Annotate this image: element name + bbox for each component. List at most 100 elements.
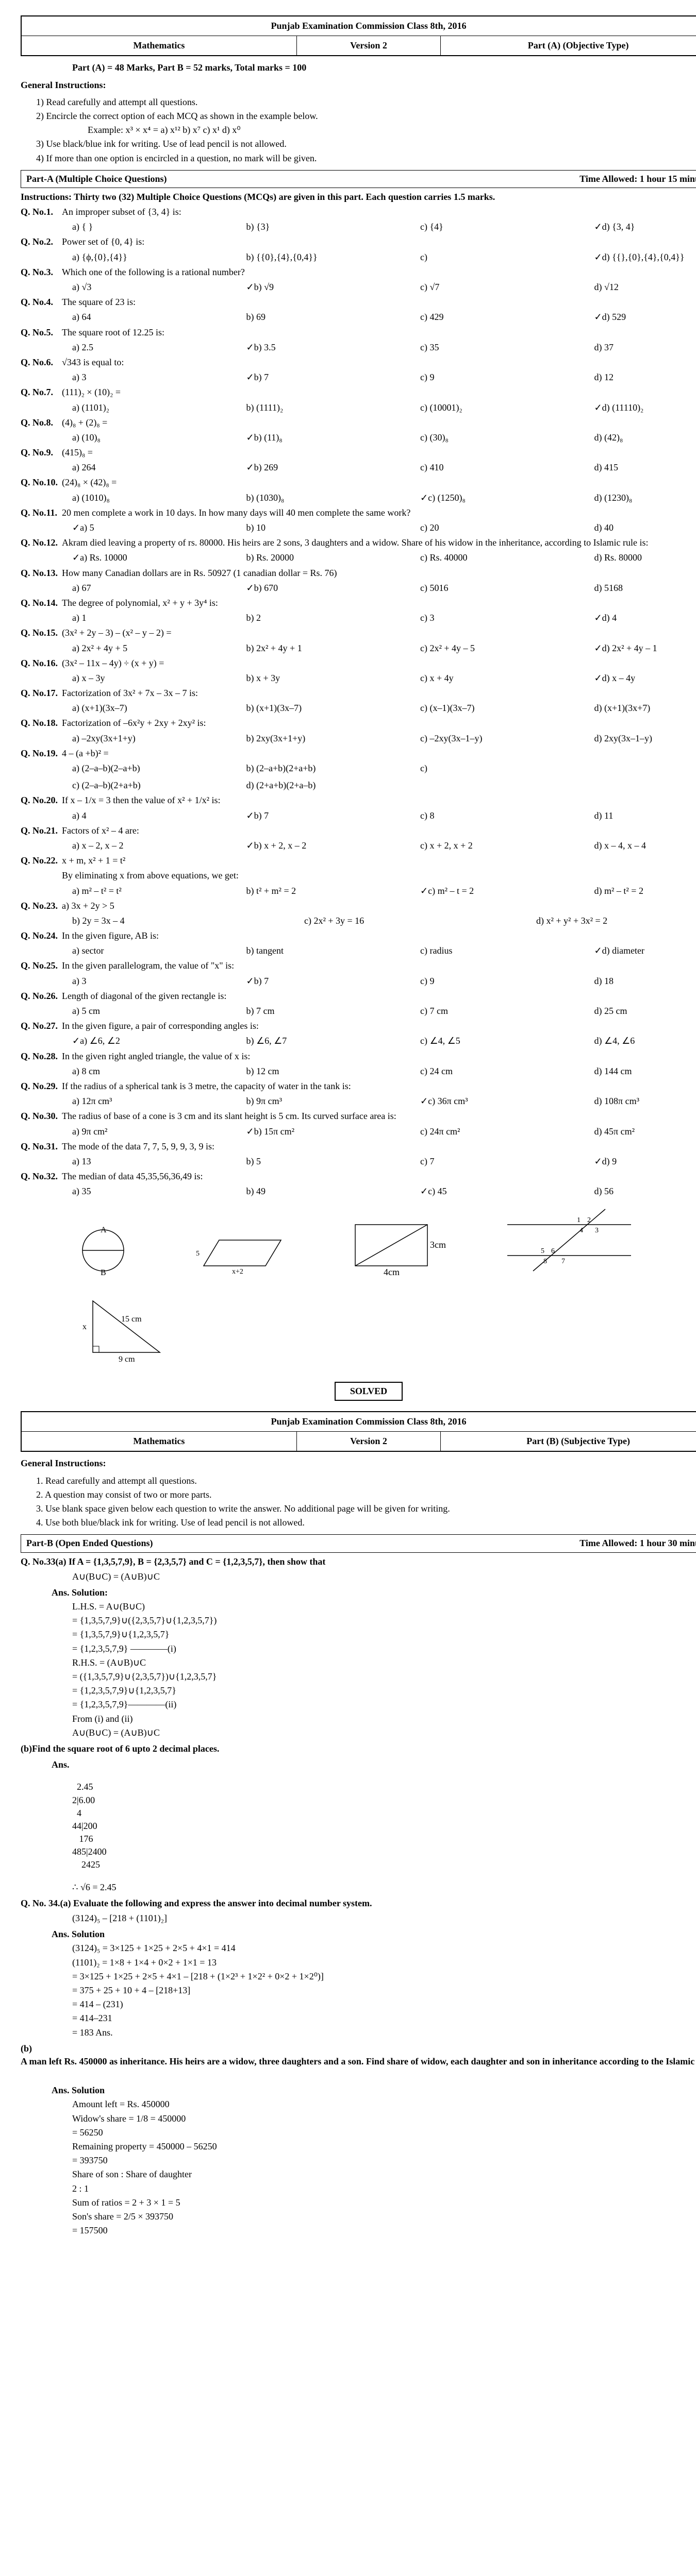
mcq: Q. No.5.The square root of 12.25 is: [21, 326, 696, 339]
options: a) 13b) 5c) 7✓d) 9 [72, 1155, 696, 1168]
options: a) 264✓b) 269c) 410d) 415 [72, 461, 696, 474]
sqrt-work: 2.45 2|6.00 4 44|200 176 485|2400 2425 [72, 1781, 696, 1871]
mcq: Q. No.19.4 – (a +b)² = [21, 747, 696, 760]
mcq: Q. No.27.In the given figure, a pair of … [21, 1020, 696, 1032]
gen-inst-title: General Instructions: [21, 79, 696, 92]
exam-header: Punjab Examination Commission Class 8th,… [21, 15, 696, 56]
options: a) (2–a–b)(2–a+b)b) (2–a+b)(2+a+b)c) [72, 762, 696, 775]
solved-label: SOLVED [335, 1382, 403, 1401]
marks-line: Part (A) = 48 Marks, Part B = 52 marks, … [72, 61, 696, 74]
rectangle-figure: 3cm 4cm [345, 1214, 448, 1276]
options: a) sectorb) tangentc) radius✓d) diameter [72, 944, 696, 957]
mcq: Q. No.25.In the given parallelogram, the… [21, 959, 696, 972]
mcq: Q. No.1.An improper subset of {3, 4} is: [21, 206, 696, 218]
svg-text:4cm: 4cm [384, 1267, 400, 1276]
options: ✓a) 5b) 10c) 20d) 40 [72, 521, 696, 534]
svg-text:5: 5 [541, 1247, 544, 1255]
mcq: Q. No.4.The square of 23 is: [21, 296, 696, 309]
instructions-list: 1) Read carefully and attempt all questi… [36, 96, 696, 165]
mcq: By eliminating x from above equations, w… [21, 869, 696, 882]
mcq: Q. No.22.x + m, x² + 1 = t² [21, 854, 696, 867]
inst-4: 4) If more than one option is encircled … [36, 152, 696, 165]
options: a) 8 cmb) 12 cmc) 24 cmd) 144 cm [72, 1065, 696, 1078]
mcq: Q. No.11.20 men complete a work in 10 da… [21, 506, 696, 519]
options: a) 9π cm²✓b) 15π cm²c) 24π cm²d) 45π cm² [72, 1125, 696, 1138]
mcq: Q. No.32.The median of data 45,35,56,36,… [21, 1170, 696, 1183]
q34b: (b) A man left Rs. 450000 as inheritance… [21, 2042, 696, 2081]
svg-text:6: 6 [551, 1247, 555, 1255]
instructions-b: 1. Read carefully and attempt all questi… [36, 1475, 696, 1530]
svg-text:8: 8 [543, 1258, 547, 1265]
svg-text:3: 3 [595, 1227, 599, 1234]
svg-text:x+2: x+2 [232, 1268, 243, 1276]
svg-text:A: A [101, 1226, 107, 1234]
mcq: Q. No.24.In the given figure, AB is: [21, 929, 696, 942]
inst-3: 3) Use black/blue ink for writing. Use o… [36, 138, 696, 150]
options: a) 64b) 69c) 429✓d) 529 [72, 311, 696, 324]
example: Example: x³ × x⁴ = a) x¹² b) x⁷ c) x¹ d)… [88, 124, 696, 137]
q34a: Q. No. 34.(a) Evaluate the following and… [21, 1897, 696, 1910]
options: a) √3✓b) √9c) √7d) √12 [72, 281, 696, 294]
mcq: Q. No.3.Which one of the following is a … [21, 266, 696, 279]
mcq: Q. No.2.Power set of {0, 4} is: [21, 235, 696, 248]
svg-text:4: 4 [579, 1227, 583, 1234]
options: a) 2x² + 4y + 5b) 2x² + 4y + 1c) 2x² + 4… [72, 642, 696, 655]
options: a) 3✓b) 7c) 9d) 18 [72, 975, 696, 988]
mcq: Q. No.28.In the given right angled trian… [21, 1050, 696, 1063]
mcq: Q. No.18.Factorization of –6x²y + 2xy + … [21, 717, 696, 730]
part-b-header: Part-B (Open Ended Questions) Time Allow… [21, 1534, 696, 1552]
part-a-label: Part (A) (Objective Type) [441, 36, 696, 55]
options: a) x – 2, x – 2✓b) x + 2, x – 2c) x + 2,… [72, 839, 696, 852]
options: c) (2–a–b)(2+a+b)d) (2+a+b)(2+a–b) [72, 779, 696, 792]
options: a) {ϕ,{0},{4}}b) {{0},{4},{0,4}}c)✓d) {{… [72, 251, 696, 264]
options: a) (x+1)(3x–7)b) (x+1)(3x–7)c) (x–1)(3x–… [72, 702, 696, 715]
mcq: Q. No.9.(415)₈ = [21, 446, 696, 459]
svg-text:5: 5 [196, 1250, 200, 1258]
mcq: Q. No.29.If the radius of a spherical ta… [21, 1080, 696, 1093]
options: ✓a) ∠6, ∠2b) ∠6, ∠7c) ∠4, ∠5d) ∠4, ∠6 [72, 1035, 696, 1047]
mcq: Q. No.31.The mode of the data 7, 7, 5, 9… [21, 1140, 696, 1153]
options: a) 12π cm³b) 9π cm³✓c) 36π cm³d) 108π cm… [72, 1095, 696, 1108]
inst-2: 2) Encircle the correct option of each M… [36, 110, 696, 123]
angles-figure: 23 41 67 85 [502, 1204, 636, 1276]
mcq: Q. No.8.(4)₈ + (2)₈ = [21, 416, 696, 429]
svg-text:3cm: 3cm [430, 1240, 446, 1250]
options: b) 2y = 3x – 4c) 2x² + 3y = 16d) x² + y²… [72, 914, 696, 927]
svg-text:x: x [82, 1323, 87, 1331]
triangle-figure: 15 cm 9 cm x [72, 1291, 175, 1363]
options: a) 35b) 49✓c) 45d) 56 [72, 1185, 696, 1198]
options: a) 67✓b) 670c) 5016d) 5168 [72, 582, 696, 595]
q33a: Q. No.33(a) If A = {1,3,5,7,9}, B = {2,3… [21, 1555, 696, 1568]
options: a) (1010)₈b) (1030)₈✓c) (1250)₈d) (1230)… [72, 492, 696, 504]
mcq: Q. No.30.The radius of base of a cone is… [21, 1110, 696, 1123]
options: a) 4✓b) 7c) 8d) 11 [72, 809, 696, 822]
options: a) 2.5✓b) 3.5c) 35d) 37 [72, 341, 696, 354]
inst-1: 1) Read carefully and attempt all questi… [36, 96, 696, 109]
mcq: Q. No.14.The degree of polynomial, x² + … [21, 597, 696, 609]
mcq: Q. No.7.(111)₂ × (10)₂ = [21, 386, 696, 399]
mcq: Q. No.10.(24)₈ × (42)₈ = [21, 476, 696, 489]
options: a) m² – t² = t²b) t² + m² = 2✓c) m² – t … [72, 885, 696, 897]
svg-text:9 cm: 9 cm [119, 1355, 135, 1363]
version: Version 2 [297, 36, 441, 55]
options: a) (10)₈✓b) (11)₈c) (30)₈d) (42)₈ [72, 431, 696, 444]
mcq: Q. No.21.Factors of x² – 4 are: [21, 824, 696, 837]
mcq: Q. No.12.Akram died leaving a property o… [21, 536, 696, 549]
part-a-header: Part-A (Multiple Choice Questions) Time … [21, 170, 696, 188]
ans-label: Ans. Solution: [52, 1586, 696, 1599]
options: a) (1101)₂b) (1111)₂c) (10001)₂✓d) (1111… [72, 401, 696, 414]
options: a) x – 3yb) x + 3yc) x + 4y✓d) x – 4y [72, 672, 696, 685]
options: ✓a) Rs. 10000b) Rs. 20000c) Rs. 40000d) … [72, 551, 696, 564]
options: a) { }b) {3}c) {4}✓d) {3, 4} [72, 221, 696, 233]
subject: Mathematics [22, 36, 297, 55]
options: a) 3✓b) 7c) 9d) 12 [72, 371, 696, 384]
svg-text:2: 2 [587, 1216, 591, 1224]
mcq: Q. No.15.(3x² + 2y – 3) – (x² – y – 2) = [21, 626, 696, 639]
options: a) –2xy(3x+1+y)b) 2xy(3x+1+y)c) –2xy(3x–… [72, 732, 696, 745]
q33b: (b) Find the square root of 6 upto 2 dec… [21, 1742, 696, 1755]
svg-text:1: 1 [577, 1216, 581, 1224]
header-title: Punjab Examination Commission Class 8th,… [22, 16, 696, 36]
mcq: Q. No.26.Length of diagonal of the given… [21, 990, 696, 1003]
mcq: Q. No.23.a) 3x + 2y > 5 [21, 900, 696, 912]
circle-figure: A B [72, 1225, 134, 1276]
